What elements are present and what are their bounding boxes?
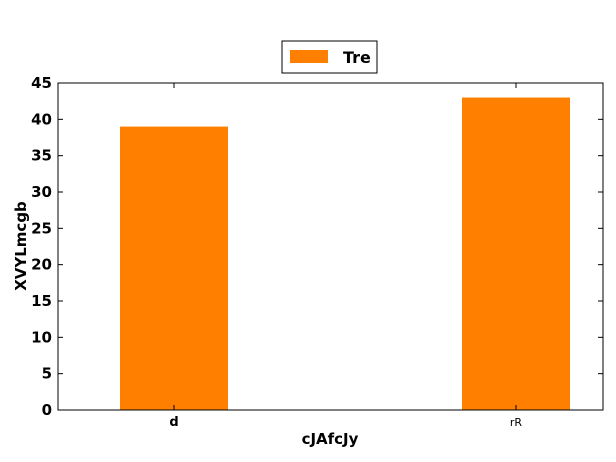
- y-tick-label: 35: [31, 147, 52, 165]
- y-tick-label: 10: [31, 328, 52, 346]
- x-axis-title: cJAfcJy: [302, 430, 359, 448]
- y-tick-label: 5: [42, 365, 52, 383]
- bar-rR: [462, 97, 570, 411]
- legend-swatch-tre: [290, 50, 328, 63]
- y-tick-label: 25: [31, 219, 52, 237]
- bars-layer: [120, 97, 570, 411]
- y-axis-title: XVYLmcgb: [12, 201, 30, 291]
- plot-area-frame: [57, 82, 604, 411]
- legend-label-tre: Tre: [343, 48, 371, 67]
- y-axis-ticks: 0 5 10 15 20 25 30 35 40 45: [31, 74, 603, 419]
- y-tick-label: 0: [42, 401, 52, 419]
- y-tick-label: 30: [31, 183, 52, 201]
- x-tick-label: rR: [510, 416, 523, 429]
- y-tick-label: 20: [31, 256, 52, 274]
- x-tick-label: d: [169, 415, 178, 430]
- x-axis-ticks: d rR: [169, 83, 522, 430]
- y-tick-label: 45: [31, 74, 52, 92]
- y-tick-label: 15: [31, 292, 52, 310]
- bar-d: [120, 126, 228, 410]
- legend: Tre: [281, 40, 378, 74]
- y-tick-label: 40: [31, 110, 52, 128]
